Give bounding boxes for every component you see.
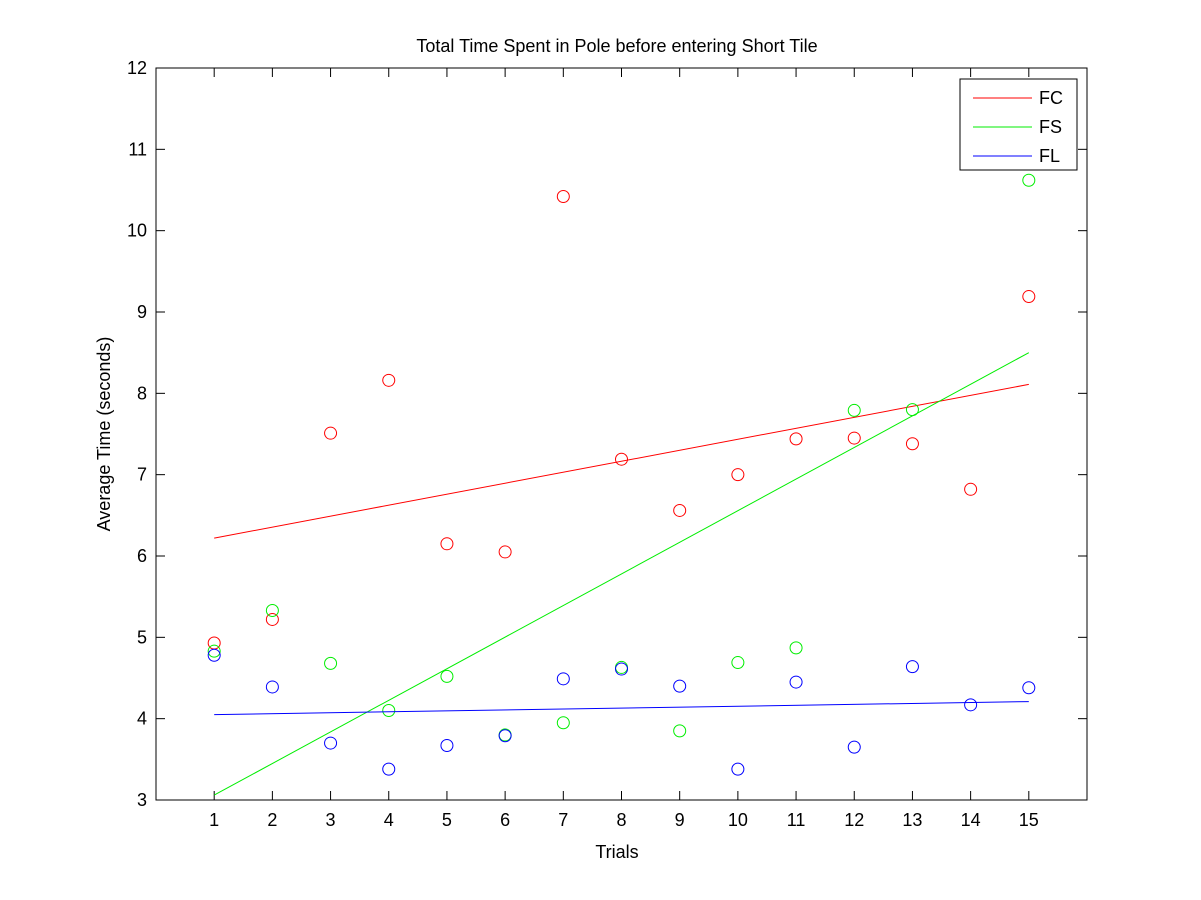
- data-point-fl: [1022, 681, 1036, 695]
- x-axis-label: Trials: [595, 842, 638, 862]
- trend-line-fl: [214, 701, 1029, 716]
- data-point-fl: [265, 680, 279, 694]
- x-axis-ticks: 1 2 3 4 5 6 7 8 9 10 11 12 13 14 15: [209, 68, 1039, 830]
- x-tick-label: 5: [442, 810, 452, 830]
- data-point-fc: [789, 432, 803, 446]
- data-point-fl: [615, 662, 628, 676]
- data-point-fl: [207, 648, 221, 662]
- data-point-fl: [847, 740, 861, 754]
- y-tick-label: 8: [137, 383, 147, 403]
- data-point-fs: [207, 644, 221, 658]
- x-tick-label: 10: [728, 810, 748, 830]
- legend: FC FS FL: [959, 78, 1078, 171]
- y-tick-label: 6: [137, 546, 147, 566]
- x-tick-label: 15: [1019, 810, 1039, 830]
- data-point-fs: [556, 716, 570, 730]
- data-point-fc: [324, 426, 338, 440]
- data-point-fc: [673, 503, 687, 517]
- data-point-fl: [789, 675, 803, 689]
- y-tick-label: 11: [128, 139, 147, 159]
- trend-line-fs: [213, 352, 1030, 796]
- legend-box: [959, 78, 1078, 171]
- data-point-fl: [556, 672, 570, 686]
- data-point-fc: [382, 373, 396, 387]
- data-point-fl: [673, 679, 687, 693]
- x-tick-label: 2: [267, 810, 277, 830]
- x-tick-label: 11: [787, 810, 806, 830]
- data-point-fc: [556, 190, 570, 204]
- data-point-fs: [324, 656, 338, 670]
- data-point-fc: [615, 452, 628, 466]
- data-point-fl: [382, 762, 396, 776]
- chart-title: Total Time Spent in Pole before entering…: [416, 36, 817, 56]
- series-fl: [207, 648, 1036, 776]
- y-axis-ticks: 3 4 5 6 7 8 9 10 11 12: [127, 58, 1087, 810]
- series-fc: [207, 190, 1036, 650]
- data-point-fl: [964, 698, 978, 712]
- data-point-fl: [324, 736, 338, 750]
- series-fs: [207, 173, 1036, 796]
- x-tick-label: 13: [902, 810, 922, 830]
- data-point-fc: [847, 431, 861, 445]
- y-tick-label: 4: [137, 709, 147, 729]
- x-tick-label: 6: [500, 810, 510, 830]
- data-point-fs: [905, 403, 919, 417]
- plot-area: [155, 67, 1088, 801]
- data-point-fc: [440, 537, 454, 551]
- legend-label-fc: FC: [1039, 88, 1063, 108]
- y-tick-label: 5: [137, 627, 147, 647]
- data-point-fs: [673, 724, 687, 738]
- x-tick-label: 1: [209, 810, 219, 830]
- data-point-fl: [731, 762, 745, 776]
- y-tick-label: 7: [137, 465, 147, 485]
- data-point-fs: [1022, 173, 1036, 187]
- data-point-fs: [440, 669, 454, 683]
- x-tick-label: 12: [844, 810, 864, 830]
- data-point-fc: [265, 612, 279, 626]
- y-axis-label: Average Time (seconds): [94, 337, 114, 532]
- data-point-fs: [731, 656, 745, 670]
- trend-line-fc: [214, 383, 1029, 539]
- data-point-fc: [905, 437, 919, 451]
- data-point-fc: [498, 545, 512, 559]
- data-point-fc: [964, 482, 978, 496]
- x-tick-label: 8: [616, 810, 626, 830]
- y-tick-label: 9: [137, 302, 147, 322]
- series-layer: [207, 173, 1036, 796]
- data-point-fl: [905, 660, 919, 674]
- y-tick-label: 3: [137, 790, 147, 810]
- x-tick-label: 4: [384, 810, 394, 830]
- y-tick-label: 12: [127, 58, 147, 78]
- x-tick-label: 3: [326, 810, 336, 830]
- x-tick-label: 9: [675, 810, 685, 830]
- data-point-fc: [731, 468, 745, 482]
- x-tick-label: 14: [961, 810, 981, 830]
- legend-label-fs: FS: [1039, 117, 1062, 137]
- data-point-fs: [382, 704, 396, 718]
- y-tick-label: 10: [127, 221, 147, 241]
- data-point-fl: [498, 729, 512, 743]
- data-point-fs: [265, 603, 279, 617]
- x-tick-label: 7: [558, 810, 568, 830]
- data-point-fs: [789, 641, 803, 655]
- legend-label-fl: FL: [1039, 146, 1060, 166]
- data-point-fs: [847, 403, 861, 417]
- data-point-fc: [1022, 290, 1036, 304]
- data-point-fl: [440, 739, 454, 753]
